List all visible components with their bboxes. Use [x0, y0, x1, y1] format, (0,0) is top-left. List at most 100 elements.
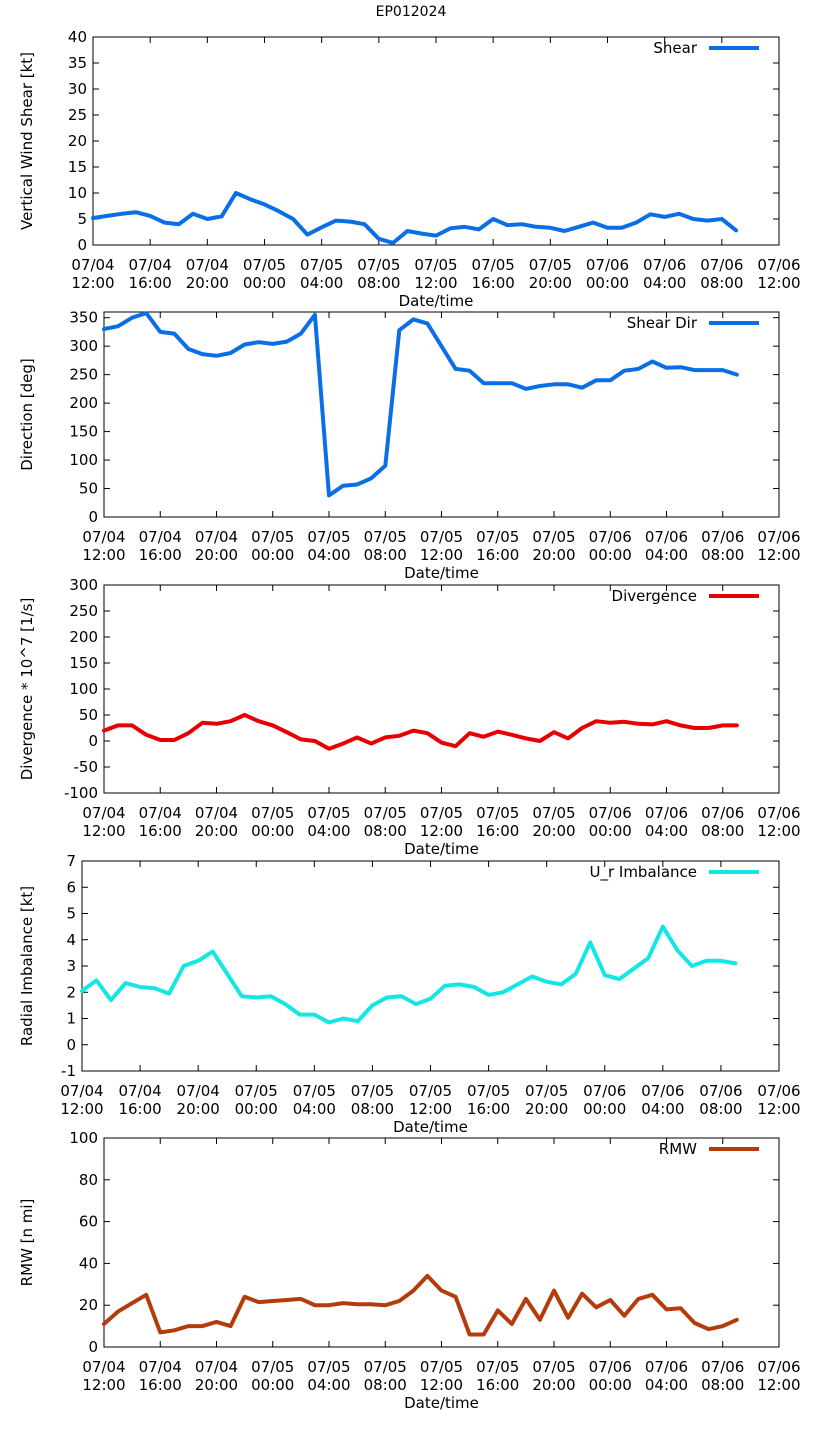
data-point: [257, 719, 261, 723]
y-tick-label: 60: [79, 1213, 98, 1231]
data-point: [632, 967, 636, 971]
data-point: [510, 381, 514, 385]
x-tick-label-date: 07/05: [472, 256, 515, 274]
data-point: [369, 476, 373, 480]
data-point: [397, 1299, 401, 1303]
data-point: [580, 1292, 584, 1296]
data-point: [496, 381, 500, 385]
legend-label: RMW: [659, 1140, 697, 1158]
data-point: [348, 220, 352, 224]
data-point: [566, 1316, 570, 1320]
x-tick-label-time: 04:00: [307, 546, 350, 564]
data-point: [439, 1289, 444, 1293]
data-point: [496, 730, 500, 734]
x-tick-label-time: 12:00: [757, 546, 800, 564]
data-point: [548, 226, 552, 230]
data-point: [420, 232, 424, 236]
y-tick-label: 50: [79, 706, 98, 724]
x-tick-label-date: 07/04: [195, 1358, 238, 1376]
data-point: [443, 984, 447, 988]
x-tick-label-date: 07/04: [82, 1358, 125, 1376]
data-point: [534, 225, 538, 229]
data-point: [735, 723, 739, 728]
x-tick-label-time: 08:00: [701, 1376, 744, 1394]
x-axis-label: Date/time: [393, 1118, 468, 1136]
data-point: [243, 342, 247, 347]
data-point: [454, 1295, 458, 1299]
data-point: [496, 1308, 500, 1312]
chart-panel-5: 02040608010007/0412:0007/0416:0007/0420:…: [18, 1129, 801, 1412]
y-tick-label: 1: [66, 1010, 76, 1028]
x-tick-label-date: 07/05: [420, 528, 463, 546]
x-tick-label-date: 07/06: [699, 1082, 742, 1100]
y-axis-label: RMW [n mi]: [18, 1199, 36, 1287]
data-point: [285, 340, 289, 344]
data-point: [200, 721, 204, 725]
x-tick-label-time: 12:00: [60, 1100, 103, 1118]
data-point: [285, 730, 289, 734]
x-tick-label-date: 07/05: [420, 804, 463, 822]
data-point: [144, 733, 148, 737]
data-point: [120, 212, 124, 216]
data-point: [262, 202, 267, 206]
data-point: [144, 311, 148, 315]
x-tick-label-time: 12:00: [757, 1100, 800, 1118]
data-point: [563, 229, 567, 233]
y-tick-label: 25: [68, 106, 87, 124]
x-tick-label-date: 07/05: [532, 528, 575, 546]
x-tick-label-date: 07/04: [186, 256, 229, 274]
x-tick-label-date: 07/05: [467, 1082, 510, 1100]
x-tick-label-time: 08:00: [364, 1376, 407, 1394]
series-line: [102, 713, 739, 751]
x-tick-label-time: 12:00: [414, 274, 457, 292]
x-tick-label-date: 07/05: [414, 256, 457, 274]
data-point: [634, 221, 638, 225]
x-tick-label-date: 07/06: [645, 528, 688, 546]
data-point: [383, 464, 387, 468]
data-point: [298, 1013, 302, 1017]
data-point: [283, 1002, 287, 1006]
data-point: [138, 985, 142, 989]
data-point: [439, 344, 444, 348]
y-tick-label: 2: [66, 983, 76, 1001]
data-point: [704, 959, 709, 963]
data-point: [679, 1306, 683, 1310]
data-point: [105, 214, 109, 218]
data-point: [356, 1019, 360, 1023]
x-tick-label-time: 04:00: [645, 822, 688, 840]
data-point: [172, 738, 176, 742]
data-point: [524, 736, 528, 741]
y-tick-label: 35: [68, 54, 87, 72]
data-point: [134, 210, 138, 214]
data-point: [144, 1293, 148, 1297]
data-point: [153, 986, 157, 990]
data-point: [130, 1301, 134, 1305]
data-point: [538, 1318, 542, 1322]
x-tick-label-date: 07/05: [532, 804, 575, 822]
x-tick-label-date: 07/05: [357, 256, 400, 274]
data-point: [186, 347, 190, 351]
x-tick-label-time: 08:00: [701, 546, 744, 564]
data-point: [482, 1332, 486, 1337]
data-point: [414, 1002, 418, 1006]
data-point: [369, 1302, 373, 1306]
x-tick-label-time: 20:00: [532, 1376, 575, 1394]
data-point: [116, 1309, 120, 1314]
data-point: [271, 1299, 275, 1303]
x-tick-label-time: 04:00: [645, 1376, 688, 1394]
x-axis-label: Date/time: [404, 564, 479, 582]
data-point: [377, 237, 381, 241]
y-tick-label: 15: [68, 158, 87, 176]
y-tick-label: 100: [69, 1129, 98, 1147]
data-point: [341, 1016, 345, 1021]
data-point: [524, 387, 528, 391]
data-point: [588, 940, 592, 945]
data-point: [719, 959, 723, 963]
data-point: [580, 386, 584, 390]
x-tick-label-time: 04:00: [641, 1100, 684, 1118]
data-point: [524, 1297, 528, 1301]
data-point: [468, 1332, 472, 1337]
x-tick-label-date: 07/04: [139, 528, 182, 546]
x-tick-label-date: 07/05: [364, 804, 407, 822]
